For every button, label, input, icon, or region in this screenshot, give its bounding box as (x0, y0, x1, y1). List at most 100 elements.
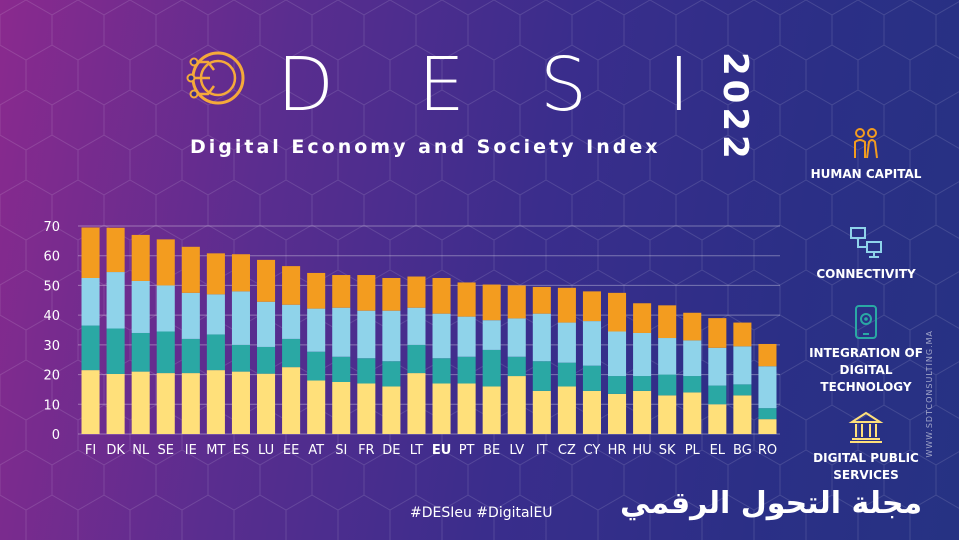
bar-cy-series-3 (582, 291, 601, 322)
bar-eu-series-0 (432, 383, 451, 434)
legend-integration-digital-technology: INTEGRATION OF DIGITAL TECHNOLOGY (806, 305, 926, 396)
bar-hu-series-0 (633, 390, 652, 434)
bar-si-series-0 (332, 382, 351, 434)
bar-ro-series-0 (758, 419, 777, 434)
legend-label-human-capital: HUMAN CAPITAL (810, 167, 922, 181)
legend-label-connectivity: CONNECTIVITY (816, 267, 916, 281)
bar-be-series-1 (482, 349, 501, 387)
bar-pl-series-1 (683, 376, 702, 393)
bar-mt-series-2 (206, 294, 225, 335)
bar-pt-series-0 (457, 383, 476, 434)
legend-connectivity: CONNECTIVITY (806, 226, 926, 283)
bar-ro-series-2 (758, 366, 777, 409)
bar-lt-series-1 (407, 344, 426, 374)
bar-mt-series-1 (206, 334, 225, 371)
bar-lu-series-0 (257, 373, 276, 434)
bar-eu-series-2 (432, 313, 451, 359)
y-tick-label-70: 70 (43, 220, 60, 235)
bar-hu-series-1 (633, 376, 652, 391)
x-tick-label-lu: LU (258, 443, 274, 458)
bar-cz-series-2 (557, 322, 576, 363)
bar-bg-series-3 (733, 322, 752, 347)
x-tick-label-pl: PL (685, 443, 701, 458)
bar-lv-series-2 (507, 318, 526, 357)
x-tick-label-ie: IE (185, 443, 197, 458)
y-tick-label-50: 50 (43, 279, 60, 294)
bar-mt-series-0 (206, 370, 225, 434)
bar-it-series-2 (532, 313, 551, 362)
bar-pl-series-3 (683, 312, 702, 341)
bar-cy-series-0 (582, 390, 601, 434)
bar-lu-series-2 (257, 301, 276, 347)
bar-sk-series-1 (658, 374, 677, 396)
bar-ee-series-0 (282, 367, 301, 434)
bar-sk-series-2 (658, 338, 677, 375)
x-tick-label-dk: DK (106, 443, 125, 458)
bar-sk-series-3 (658, 305, 677, 339)
bar-sk-series-0 (658, 395, 677, 434)
x-tick-label-cy: CY (584, 443, 601, 458)
bar-lv-series-3 (507, 285, 526, 319)
bar-it-series-0 (532, 390, 551, 434)
bar-lu-series-3 (257, 259, 276, 302)
bar-pl-series-0 (683, 392, 702, 434)
bar-si-series-1 (332, 356, 351, 382)
bar-se-series-0 (156, 373, 175, 434)
bar-at-series-1 (307, 351, 326, 381)
x-tick-label-el: EL (710, 443, 726, 458)
mobile-gear-icon (855, 305, 877, 339)
y-tick-label-60: 60 (43, 250, 60, 265)
y-tick-label-20: 20 (43, 369, 60, 384)
legend-label-digital-public-services: DIGITAL PUBLIC SERVICES (813, 451, 919, 482)
bar-ie-series-3 (181, 246, 200, 293)
bar-si-series-3 (332, 275, 351, 308)
report-year: 2022 (715, 52, 755, 163)
x-tick-label-hr: HR (608, 443, 627, 458)
bar-ee-series-2 (282, 304, 301, 339)
bar-lv-series-0 (507, 376, 526, 434)
x-tick-label-mt: MT (206, 443, 225, 458)
bar-ie-series-1 (181, 338, 200, 374)
x-tick-label-eu: EU (432, 443, 451, 458)
y-tick-label-10: 10 (43, 398, 60, 413)
bar-fi-series-0 (81, 370, 100, 434)
x-tick-label-de: DE (382, 443, 400, 458)
x-tick-label-sk: SK (659, 443, 676, 458)
bar-es-series-3 (231, 254, 250, 292)
bar-cz-series-0 (557, 386, 576, 434)
x-tick-label-fr: FR (358, 443, 375, 458)
bar-lu-series-1 (257, 346, 276, 374)
bar-hu-series-2 (633, 332, 652, 377)
bar-ee-series-3 (282, 266, 301, 305)
bar-bg-series-0 (733, 395, 752, 434)
arabic-brand-logo: مجلة التحول الرقمي (620, 486, 923, 521)
x-tick-label-pt: PT (459, 443, 475, 458)
x-tick-label-at: AT (308, 443, 324, 458)
bar-ro-series-1 (758, 408, 777, 420)
website-watermark: WWW.SDTCONSULTING.MA (925, 330, 934, 458)
bar-dk-series-0 (106, 373, 125, 434)
bar-cy-series-1 (582, 365, 601, 391)
bar-cy-series-2 (582, 321, 601, 366)
bar-dk-series-2 (106, 272, 125, 329)
bar-de-series-0 (382, 386, 401, 434)
bar-be-series-0 (482, 386, 501, 434)
y-tick-label-40: 40 (43, 309, 60, 324)
x-tick-label-fi: FI (85, 443, 96, 458)
bar-fr-series-0 (357, 383, 376, 434)
bar-nl-series-0 (131, 371, 150, 434)
bar-nl-series-2 (131, 280, 150, 333)
x-tick-label-bg: BG (733, 443, 752, 458)
bar-lt-series-0 (407, 373, 426, 434)
bar-nl-series-3 (131, 234, 150, 281)
bar-pl-series-2 (683, 340, 702, 377)
title-letter-e: E (418, 42, 465, 128)
bar-cz-series-1 (557, 362, 576, 387)
bar-si-series-2 (332, 307, 351, 357)
bar-se-series-2 (156, 285, 175, 332)
x-tick-label-se: SE (158, 443, 174, 458)
bar-es-series-2 (231, 291, 250, 345)
legend-human-capital: HUMAN CAPITAL (806, 126, 926, 183)
bar-at-series-0 (307, 380, 326, 434)
x-tick-label-hu: HU (632, 443, 651, 458)
